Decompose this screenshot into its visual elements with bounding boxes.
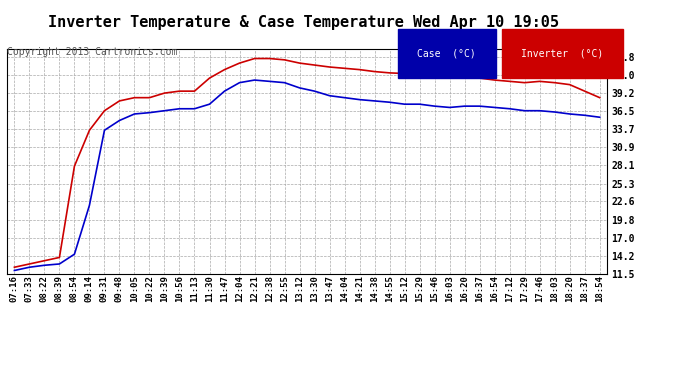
Text: Case  (°C): Case (°C) bbox=[417, 49, 476, 59]
Text: Copyright 2013 Cartronics.com: Copyright 2013 Cartronics.com bbox=[7, 47, 177, 57]
Text: Inverter Temperature & Case Temperature Wed Apr 10 19:05: Inverter Temperature & Case Temperature … bbox=[48, 15, 559, 30]
Text: Inverter  (°C): Inverter (°C) bbox=[521, 49, 603, 59]
